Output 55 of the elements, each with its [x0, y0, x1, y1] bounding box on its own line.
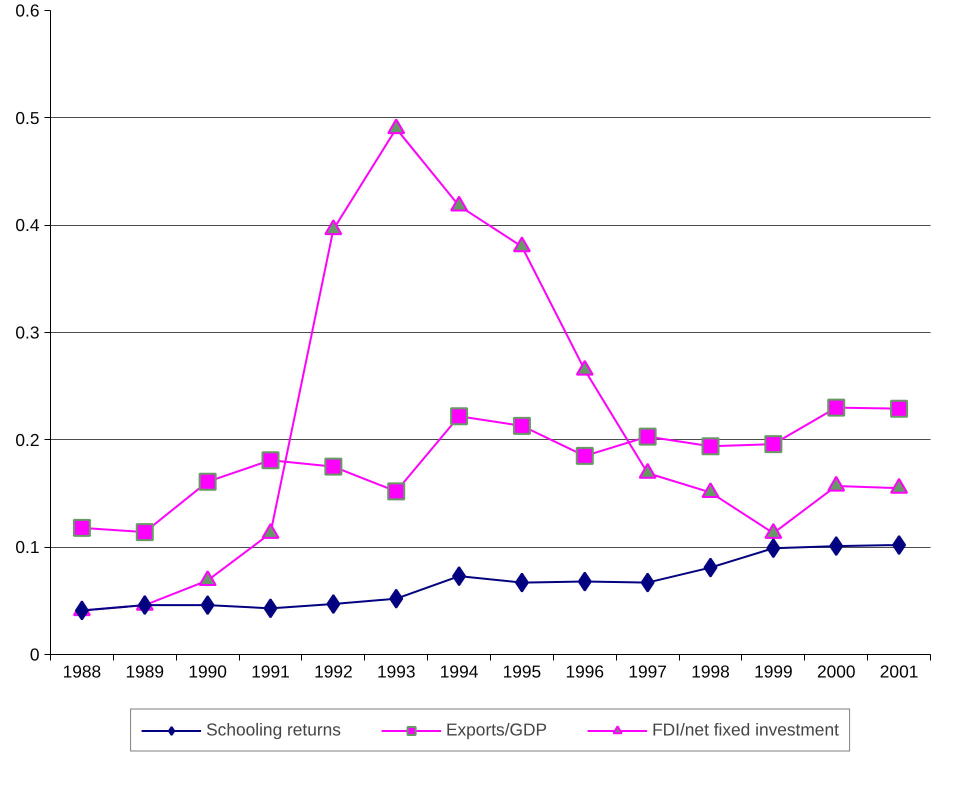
point — [74, 600, 89, 620]
y-tick-label: 0 — [30, 644, 40, 664]
point — [198, 472, 217, 491]
legend-label: Exports/GDP — [446, 720, 548, 740]
x-tick-label: 1996 — [566, 662, 604, 682]
point — [829, 536, 844, 556]
legend-label: FDI/net fixed investment — [652, 720, 839, 740]
point — [578, 572, 592, 592]
point — [450, 407, 468, 426]
y-tick-label: 0.4 — [15, 215, 40, 236]
x-tick-label: 1998 — [691, 662, 730, 682]
point — [452, 566, 466, 586]
point — [326, 594, 340, 614]
point — [890, 400, 908, 418]
x-tick-label: 1992 — [314, 662, 353, 682]
y-tick-label: 0.3 — [15, 322, 40, 342]
x-tick-label: 2000 — [816, 662, 856, 682]
point — [764, 435, 782, 454]
point — [200, 595, 215, 616]
y-tick-label: 0.2 — [15, 430, 40, 450]
x-tick-label: 1991 — [251, 662, 290, 682]
point — [576, 360, 594, 376]
point — [576, 446, 594, 465]
x-tick-label: 2001 — [880, 662, 918, 682]
y-tick-label: 0.1 — [15, 537, 40, 558]
point — [72, 518, 91, 537]
legend-label: Schooling returns — [206, 720, 341, 740]
point — [702, 437, 720, 456]
point — [262, 451, 280, 470]
x-tick-label: 1995 — [502, 662, 542, 682]
point — [766, 538, 780, 558]
x-tick-label: 1997 — [628, 662, 667, 682]
point — [512, 416, 531, 435]
x-tick-label: 1990 — [188, 662, 227, 682]
point — [389, 588, 404, 609]
point — [450, 196, 468, 212]
point — [324, 458, 342, 476]
point — [324, 219, 342, 236]
y-tick-label: 0.5 — [15, 108, 40, 128]
x-tick-label: 1994 — [440, 662, 479, 682]
x-tick-label: 1988 — [62, 662, 102, 682]
point — [827, 398, 846, 417]
x-tick-label: 1993 — [376, 662, 416, 682]
point — [387, 118, 406, 134]
point — [136, 523, 154, 542]
x-tick-label: 1999 — [754, 662, 793, 682]
point — [892, 535, 906, 556]
point — [638, 428, 657, 446]
point — [387, 482, 406, 500]
point — [514, 572, 529, 593]
point — [640, 572, 655, 593]
y-tick-label: 0.6 — [15, 0, 40, 20]
x-tick-label: 1989 — [126, 662, 164, 682]
point — [512, 236, 531, 252]
point — [138, 595, 152, 616]
